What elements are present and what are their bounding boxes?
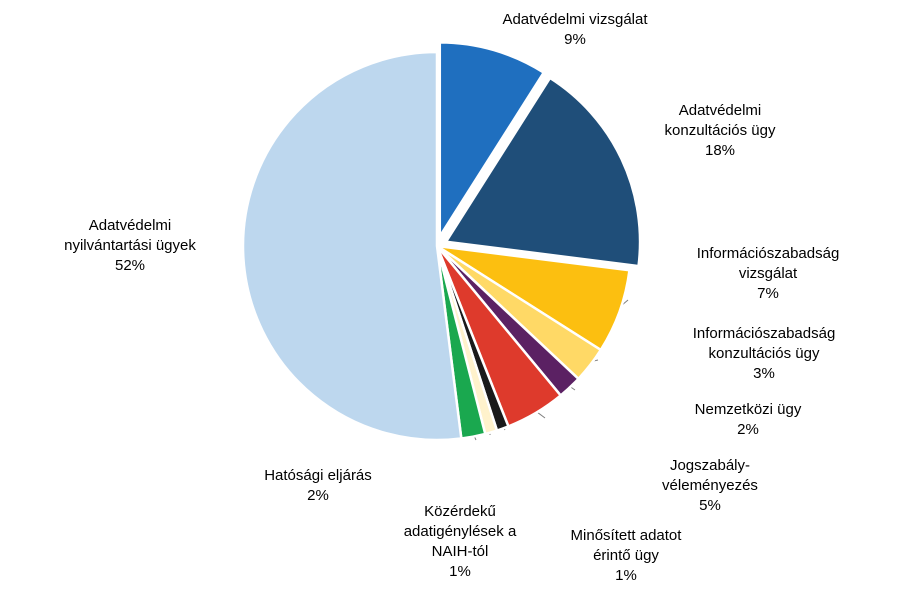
slice-label: Nemzetközi ügy 2% (695, 401, 802, 438)
slice-label: Minősített adatot érintő ügy 1% (571, 527, 683, 584)
slice-label: Jogszabály-véleményezés 5% (662, 457, 758, 514)
slice-label: Adatvédelmi nyilvántartási ügyek 52% (64, 217, 196, 274)
slice-label: Közérdekű adatigénylések a NAIH-tól 1% (404, 503, 517, 580)
slice-label: Információszabadság vizsgálat 7% (697, 245, 840, 302)
slice-label: Hatósági eljárás 2% (264, 467, 372, 504)
pie-slice (438, 41, 546, 241)
slice-label: Információszabadság konzultációs ügy 3% (693, 325, 836, 382)
pie-slice (241, 50, 463, 442)
pie-slice (443, 76, 642, 268)
pie-slices (241, 41, 642, 442)
slice-labels: Adatvédelmi vizsgálat 9% Adatvédelmi konzul… (64, 11, 839, 584)
slice-label: Adatvédelmi konzultációs ügy 18% (665, 102, 776, 159)
slice-label: Adatvédelmi vizsgálat 9% (502, 11, 648, 48)
